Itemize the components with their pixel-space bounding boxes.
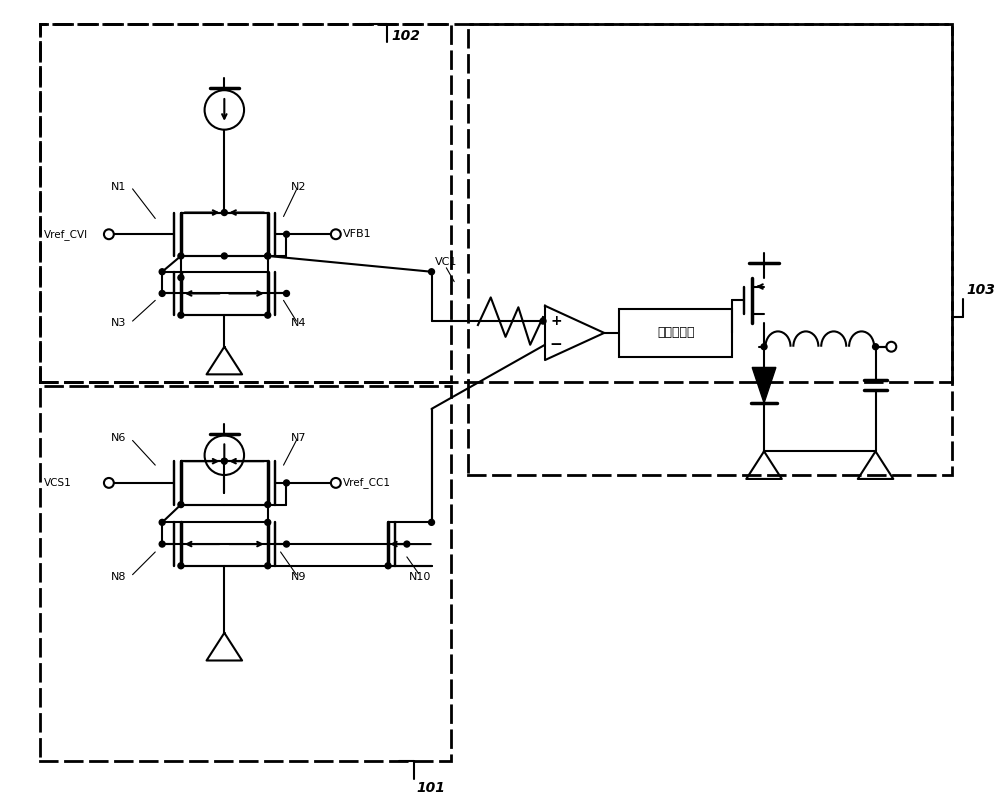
Bar — [40, 24, 952, 382]
Text: N2: N2 — [290, 182, 306, 192]
Text: 101: 101 — [417, 781, 446, 795]
Circle shape — [159, 290, 165, 296]
Circle shape — [178, 502, 184, 508]
Text: N6: N6 — [111, 433, 126, 444]
Circle shape — [761, 344, 767, 350]
Text: N9: N9 — [290, 571, 306, 582]
Circle shape — [385, 563, 391, 569]
Circle shape — [178, 275, 184, 281]
Circle shape — [265, 563, 271, 569]
Text: Vref_CC1: Vref_CC1 — [343, 477, 391, 488]
Circle shape — [104, 478, 114, 488]
Circle shape — [265, 502, 271, 508]
Text: N8: N8 — [111, 571, 126, 582]
Text: N1: N1 — [111, 182, 126, 192]
Circle shape — [159, 519, 165, 525]
Circle shape — [331, 478, 341, 488]
Text: N7: N7 — [290, 433, 306, 444]
Text: VC1: VC1 — [434, 257, 457, 267]
Text: 逻辑和驱动: 逻辑和驱动 — [657, 326, 694, 339]
Text: N3: N3 — [111, 318, 126, 328]
Text: VCS1: VCS1 — [44, 478, 72, 488]
Circle shape — [284, 290, 289, 296]
Circle shape — [284, 231, 289, 237]
Bar — [619, 310, 732, 357]
Circle shape — [178, 312, 184, 318]
Circle shape — [284, 541, 289, 547]
Circle shape — [104, 229, 114, 239]
Circle shape — [159, 269, 165, 275]
Text: +: + — [550, 314, 562, 328]
Text: Vref_CVI: Vref_CVI — [44, 229, 88, 239]
Circle shape — [540, 318, 546, 324]
Bar — [40, 24, 451, 382]
Text: −: − — [549, 338, 562, 352]
Circle shape — [265, 253, 271, 259]
Circle shape — [429, 519, 434, 525]
Circle shape — [265, 519, 271, 525]
Circle shape — [284, 480, 289, 486]
Circle shape — [429, 269, 434, 275]
Circle shape — [159, 541, 165, 547]
Circle shape — [265, 312, 271, 318]
Text: 102: 102 — [391, 29, 420, 43]
Text: N10: N10 — [409, 571, 431, 582]
Circle shape — [886, 342, 896, 352]
Circle shape — [221, 253, 227, 259]
Circle shape — [221, 210, 227, 215]
Text: VFB1: VFB1 — [343, 229, 371, 239]
Circle shape — [265, 253, 271, 259]
Circle shape — [331, 229, 341, 239]
Circle shape — [178, 253, 184, 259]
Circle shape — [404, 541, 410, 547]
Text: N4: N4 — [290, 318, 306, 328]
Polygon shape — [752, 367, 776, 403]
Text: 103: 103 — [966, 283, 995, 298]
Bar — [468, 24, 952, 475]
Circle shape — [221, 458, 227, 464]
Bar — [40, 386, 451, 761]
Circle shape — [178, 563, 184, 569]
Circle shape — [873, 344, 879, 350]
